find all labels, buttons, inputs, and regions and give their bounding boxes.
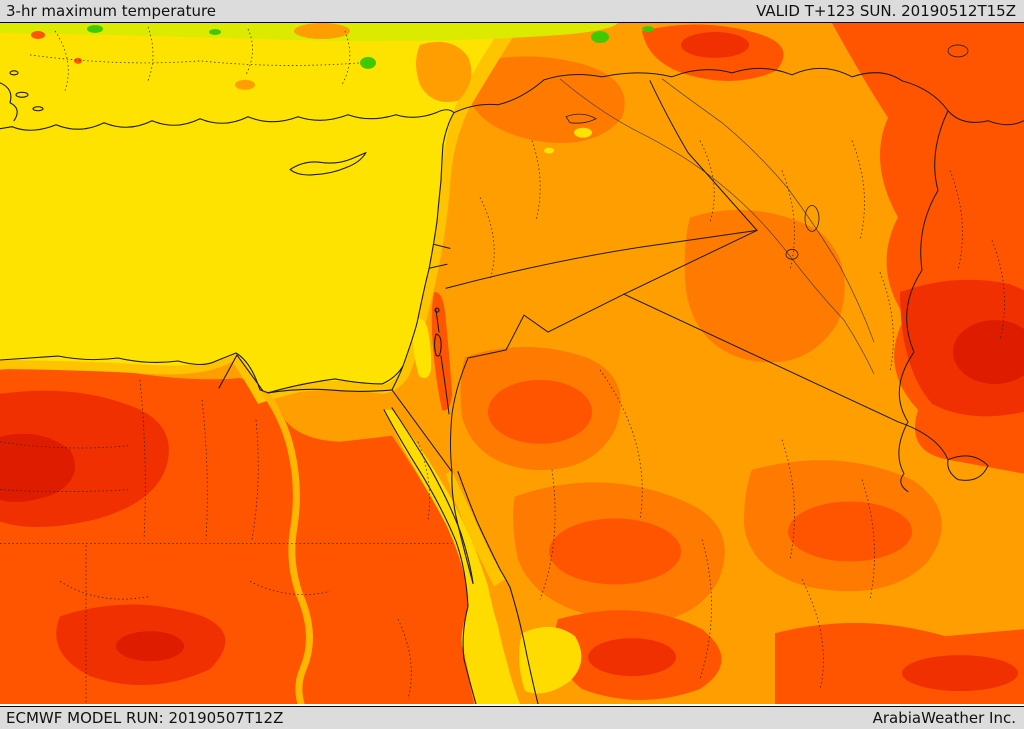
temp-saudi-core-2 <box>588 638 676 677</box>
admin-line <box>861 479 875 600</box>
mediterranean-coastline <box>0 109 455 394</box>
border-kuwait <box>947 455 989 481</box>
lake-assad <box>565 113 597 124</box>
gulf-suez-east-coast <box>391 407 474 584</box>
admin-line <box>479 197 495 281</box>
sea-of-galilee <box>434 307 440 313</box>
temp-gulf-aqaba-strip <box>446 471 505 587</box>
aegean-island-1 <box>15 91 29 98</box>
temp-green-spot-1 <box>87 24 103 33</box>
border-saudi-iraq <box>623 293 949 461</box>
temp-turkey-orange-patch-3 <box>235 79 255 90</box>
temp-saudi-core-1 <box>549 518 681 585</box>
euphrates-river <box>559 78 875 375</box>
sinai-north-coast <box>267 365 404 394</box>
brand-label: ArabiaWeather Inc. <box>872 708 1016 727</box>
temp-turkey-orange-patch-1 <box>294 23 350 39</box>
admin-line <box>201 399 208 540</box>
temp-south-egypt-dark <box>116 631 184 662</box>
sinai-east-coast <box>451 471 474 584</box>
temp-jordan-valley-streak <box>431 292 452 411</box>
temp-egypt-dark-core <box>0 433 75 503</box>
admin-line <box>59 581 151 600</box>
map-header-bar: 3-hr maximum temperature VALID T+123 SUN… <box>0 0 1024 23</box>
admin-line <box>699 140 715 223</box>
admin-line <box>341 30 351 86</box>
temp-yellow-cool-region <box>0 23 505 392</box>
cyprus-island <box>289 152 367 176</box>
temp-green-spot-4 <box>591 30 609 43</box>
temperature-map-svg <box>0 23 1024 704</box>
temp-east-jordan-core <box>488 379 592 444</box>
admin-line <box>781 170 795 271</box>
map-title: 3-hr maximum temperature <box>6 1 217 20</box>
border-turkey-south <box>453 67 1024 126</box>
gulf-aqaba-east-coast <box>457 471 511 588</box>
admin-line <box>251 419 259 540</box>
nile-delta-branch-west <box>218 354 238 389</box>
aegean-coast-fragment <box>0 82 18 122</box>
border-syria-iraq <box>649 80 758 231</box>
gulf-suez-west-coast <box>383 409 477 704</box>
admin-line <box>949 170 963 271</box>
temp-saudi-coast-yellow <box>519 626 582 694</box>
temp-red-speck-2 <box>74 57 82 64</box>
temp-syria-yellow-spot-2 <box>544 147 554 154</box>
aegean-island-3 <box>9 70 19 76</box>
rivers-and-lakes <box>559 44 969 375</box>
admin-line <box>249 581 331 596</box>
border-iran-iraq <box>898 110 949 493</box>
admin-boundaries <box>0 26 1005 704</box>
temp-east-dark-core <box>953 320 1024 384</box>
admin-line <box>699 539 712 680</box>
dead-sea-outline <box>433 333 442 357</box>
map-footer-bar: ECMWF MODEL RUN: 20190507T12Z ArabiaWeat… <box>0 706 1024 729</box>
admin-line <box>397 619 412 700</box>
border-israel-jordan <box>435 309 450 415</box>
temp-green-spot-2 <box>209 28 221 35</box>
saudi-red-sea-coast <box>509 586 539 704</box>
temp-north-syria-patch <box>468 56 625 143</box>
temp-red-sea-strip <box>383 409 520 704</box>
temp-se-turkey-core <box>681 31 749 58</box>
admin-line <box>879 272 894 373</box>
admin-line <box>801 579 824 690</box>
temp-israel-coast-strip <box>412 318 432 378</box>
temp-red-speck-1 <box>31 30 45 39</box>
temp-saudi-core-4 <box>902 655 1018 692</box>
admin-line <box>851 140 865 241</box>
border-jordan-iraq <box>623 229 758 295</box>
temp-saudi-core-3 <box>788 501 912 562</box>
temperature-map <box>0 23 1024 704</box>
nile-delta-branch-east <box>236 354 264 392</box>
country-borders <box>391 67 1024 493</box>
temp-green-spot-5 <box>642 25 654 32</box>
temp-central-iraq-patch <box>684 209 845 363</box>
temp-nile-valley-strip <box>262 390 313 704</box>
lake-tharthar <box>804 205 820 232</box>
aegean-island-2 <box>32 106 44 112</box>
temperature-field <box>0 23 1024 704</box>
model-run-label: ECMWF MODEL RUN: 20190507T12Z <box>6 708 284 727</box>
coastlines <box>0 70 539 704</box>
tigris-river <box>661 78 875 343</box>
border-syria-jordan <box>445 229 758 289</box>
border-israel-egypt <box>391 389 453 473</box>
border-jordan-saudi <box>450 293 625 473</box>
lake-van <box>947 44 969 58</box>
admin-line <box>781 439 795 560</box>
valid-time-label: VALID T+123 SUN. 20190512T15Z <box>756 1 1016 20</box>
admin-line <box>991 240 1005 341</box>
admin-line <box>29 54 361 66</box>
admin-line <box>147 26 154 81</box>
border-lebanon-syria <box>428 243 451 269</box>
temp-turkey-orange-patch-2 <box>416 41 472 103</box>
temp-syria-yellow-spot-1 <box>574 127 592 138</box>
temp-green-spot-3 <box>360 56 376 69</box>
admin-line <box>531 140 541 221</box>
admin-line <box>599 369 643 520</box>
